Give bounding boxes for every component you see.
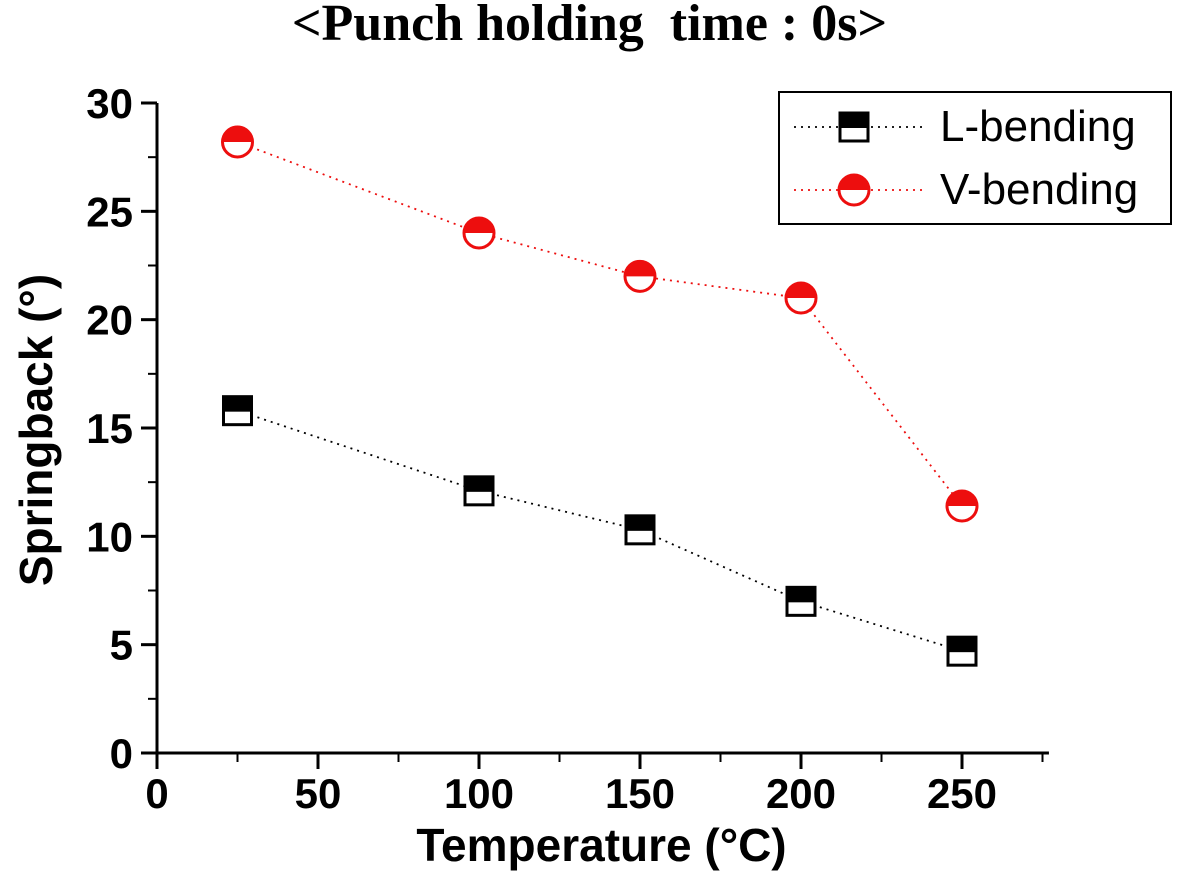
x-tick-label: 50 — [295, 770, 342, 817]
l-bending-legend-marker-icon — [794, 111, 922, 142]
y-tick-label: 15 — [86, 405, 133, 452]
data-point-l-bending — [222, 395, 253, 427]
data-point-v-bending — [462, 216, 496, 250]
legend-item-v-bending: V-bending — [792, 159, 1170, 221]
legend-item-l-bending: L-bending — [792, 96, 1170, 158]
data-point-v-bending — [945, 489, 979, 523]
y-tick-label: 5 — [110, 622, 133, 669]
chart-title: <Punch holding time : 0s> — [291, 0, 888, 52]
x-tick-label: 100 — [444, 770, 514, 817]
y-tick-label: 25 — [86, 188, 133, 235]
data-point-l-bending — [463, 475, 495, 507]
y-tick-label: 20 — [86, 297, 133, 344]
data-point-l-bending — [785, 585, 817, 617]
data-point-l-bending — [946, 635, 978, 667]
data-point-v-bending — [784, 281, 818, 315]
y-tick-label: 0 — [110, 730, 133, 777]
data-point-l-bending — [624, 514, 656, 546]
x-tick-label: 150 — [605, 770, 675, 817]
v-bending-legend-marker-icon — [794, 173, 922, 206]
y-tick-label: 10 — [86, 513, 133, 560]
x-tick-label: 200 — [766, 770, 836, 817]
data-point-v-bending — [623, 259, 657, 293]
y-tick-label: 30 — [86, 80, 133, 127]
x-tick-label: 250 — [927, 770, 997, 817]
series-line-l-bending — [237, 409, 963, 653]
data-point-v-bending — [221, 125, 254, 159]
legend-label-v-bending: V-bending — [940, 164, 1139, 214]
x-tick-label: 0 — [145, 770, 168, 817]
legend-label-l-bending: L-bending — [940, 101, 1136, 151]
legend: L-bending V-bending — [778, 91, 1172, 225]
y-axis-title: Springback (°) — [10, 273, 62, 587]
x-axis-title: Temperature (°C) — [416, 819, 787, 871]
